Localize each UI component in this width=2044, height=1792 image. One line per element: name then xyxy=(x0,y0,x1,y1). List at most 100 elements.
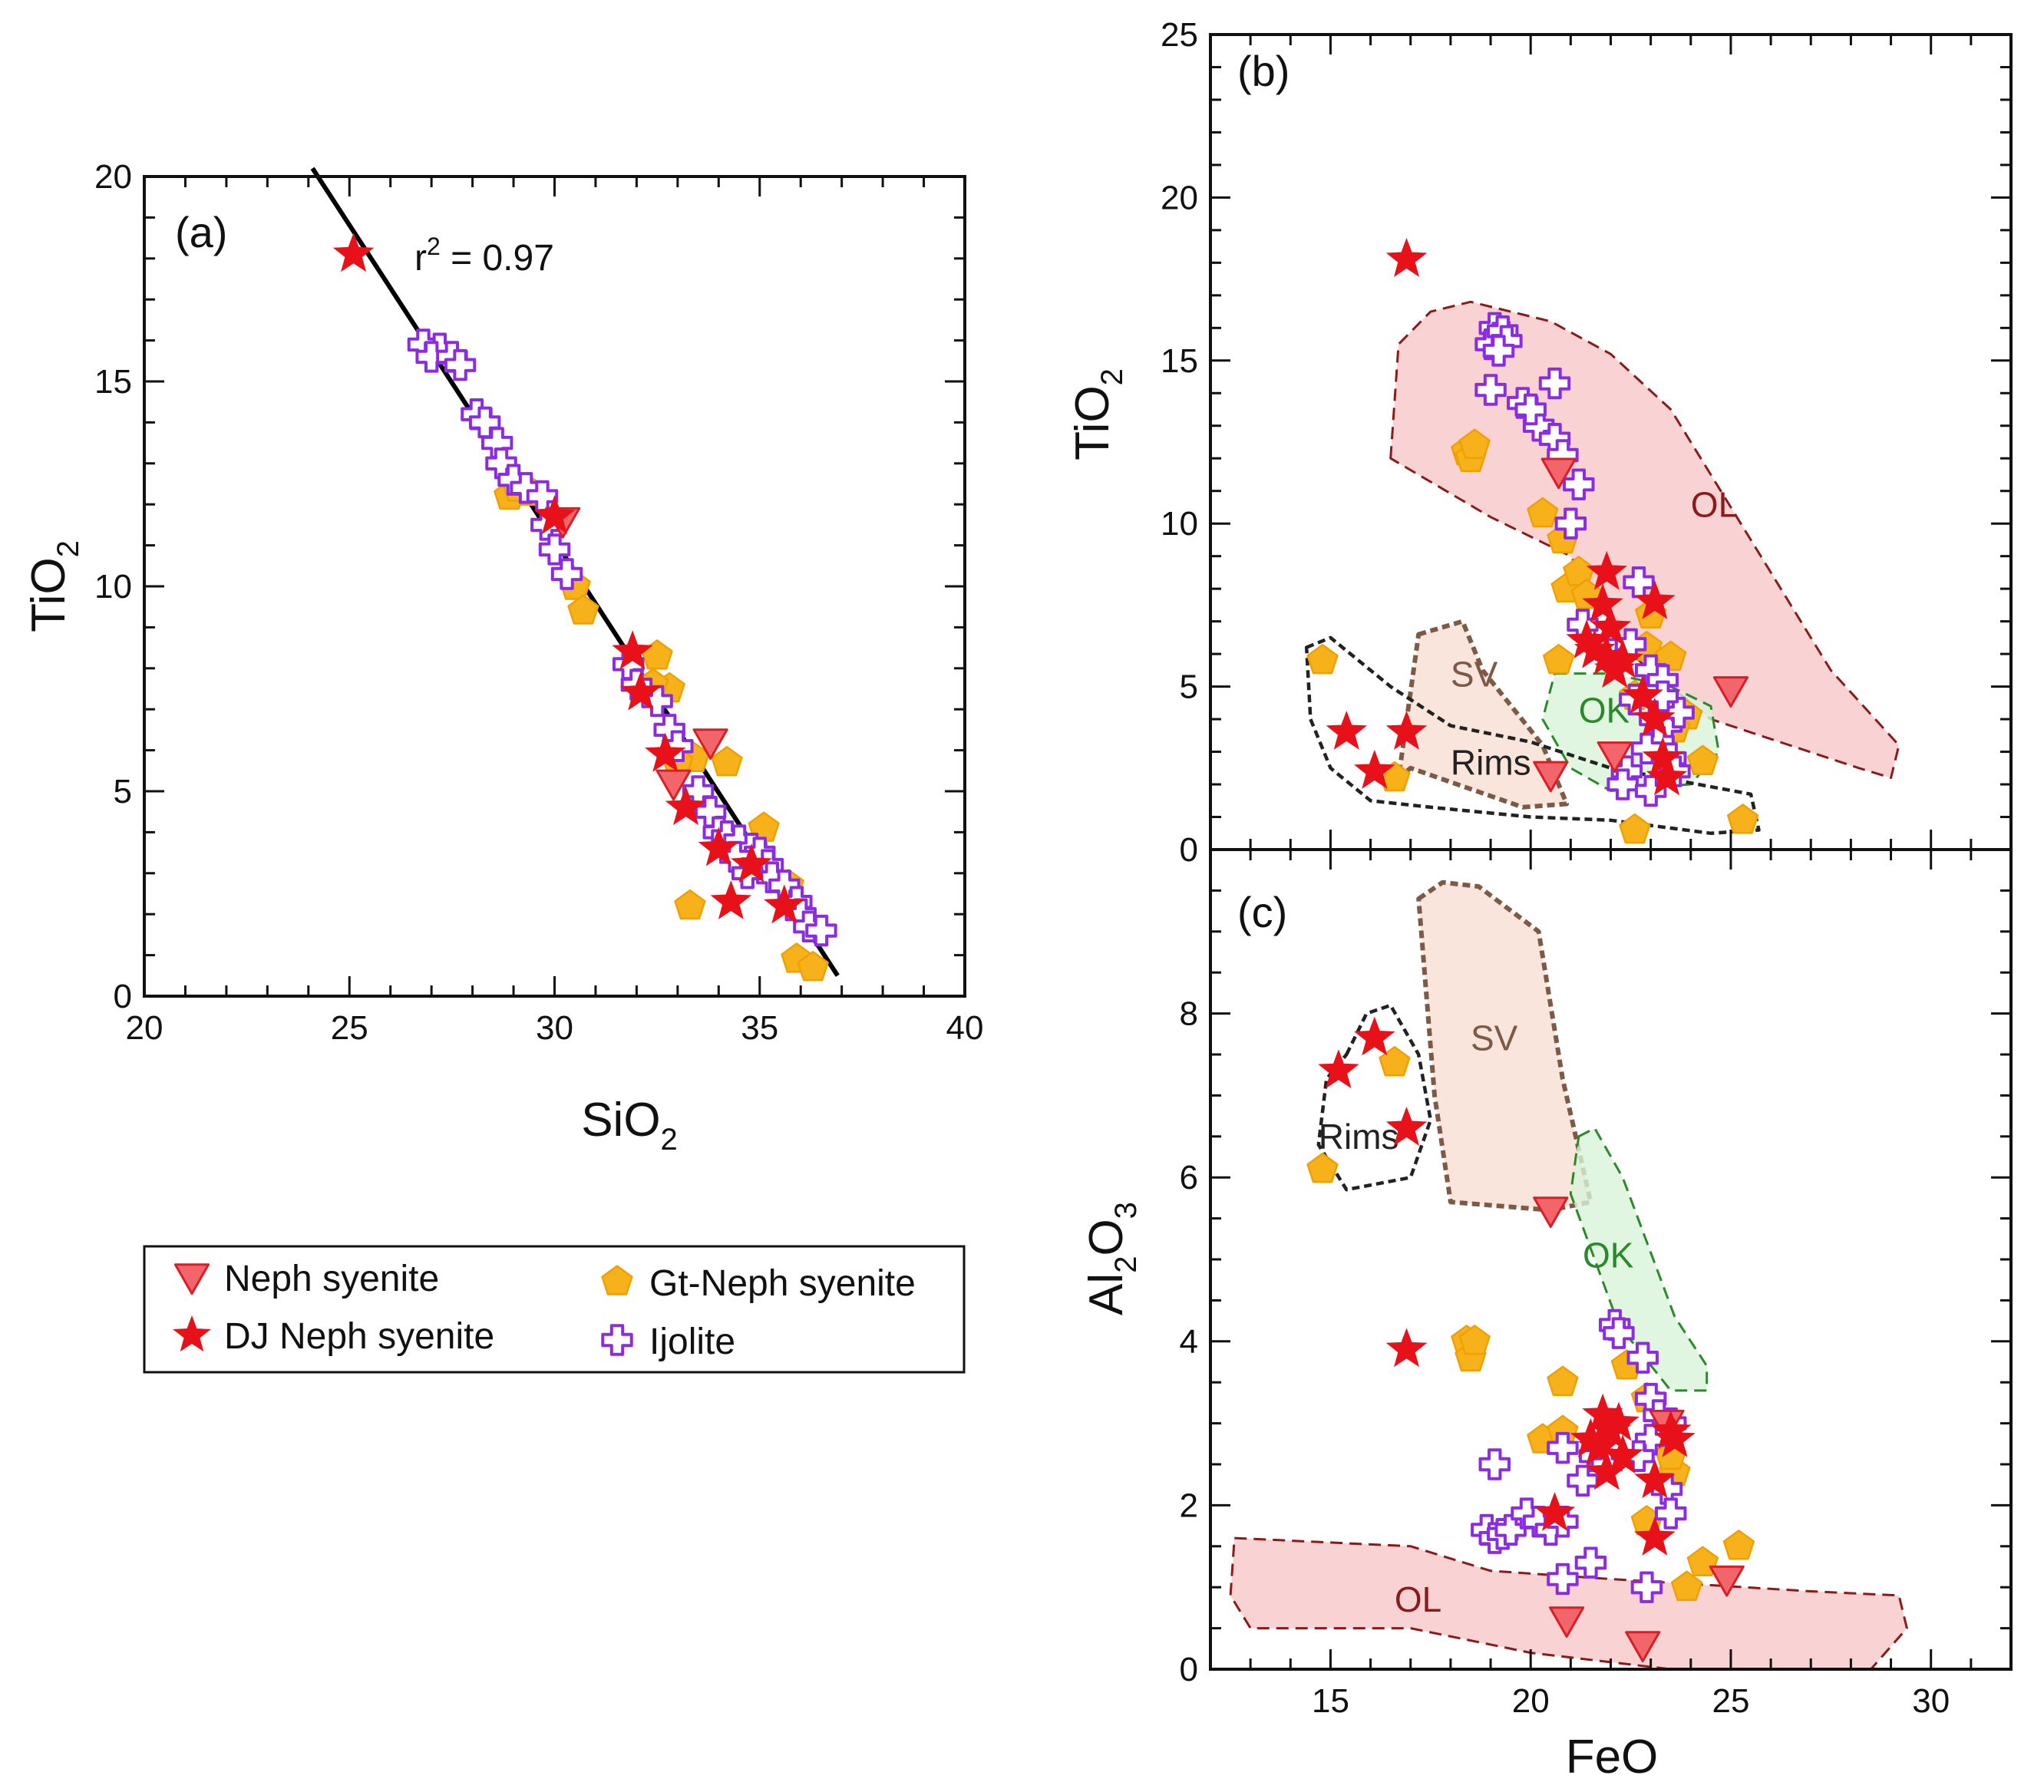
y-tick-label: 0 xyxy=(114,978,132,1015)
r-squared-annotation: r2 = 0.97 xyxy=(414,233,554,279)
point-gt-neph-syenite xyxy=(1686,744,1719,776)
point-dj-neph-syenite xyxy=(1566,619,1607,658)
y-tick-label: 15 xyxy=(94,363,132,401)
panel-c-ylabel-sub: 2 xyxy=(1109,1256,1143,1273)
y-tick-label: 20 xyxy=(1161,179,1198,216)
panel-c-frame xyxy=(1209,848,2013,1671)
panel-a-xlabel-sub: 2 xyxy=(661,1123,678,1157)
panel-a-ticks: 20 25 30 35 40 0 5 10 15 20 xyxy=(94,158,983,1047)
point-ijolite xyxy=(1482,335,1515,367)
x-tick-label: 15 xyxy=(1312,1682,1349,1720)
legend-item-neph-syenite: Neph syenite xyxy=(173,1259,439,1299)
point-dj-neph-syenite xyxy=(1622,675,1663,714)
point-dj-neph-syenite xyxy=(1602,1434,1643,1474)
region-label-rims: Rims xyxy=(1451,742,1531,782)
point-ijolite xyxy=(444,348,477,381)
y-tick-label: 0 xyxy=(1180,831,1198,869)
region-ol xyxy=(1389,300,1900,779)
point-dj-neph-syenite xyxy=(1634,580,1676,619)
r-squared-prefix: r xyxy=(414,238,427,279)
x-tick-label: 25 xyxy=(331,1009,368,1047)
point-dj-neph-syenite xyxy=(1385,237,1428,277)
point-dj-neph-syenite xyxy=(1570,1417,1612,1457)
region-sv xyxy=(1416,879,1593,1213)
region-ok xyxy=(1569,1127,1709,1392)
y-tick-label: 6 xyxy=(1180,1159,1198,1196)
point-neph-syenite xyxy=(1712,676,1749,708)
panel-a-ylabel-main: TiO xyxy=(22,557,75,632)
point-ijolite xyxy=(1630,1571,1663,1603)
point-ijolite xyxy=(550,558,583,590)
legend-label-dj-neph-syenite: DJ Neph syenite xyxy=(224,1316,494,1357)
legend-item-ijolite: Ijolite xyxy=(601,1322,735,1362)
point-dj-neph-syenite xyxy=(764,884,805,924)
y-tick-label: 5 xyxy=(114,773,132,810)
point-gt-neph-syenite xyxy=(1306,1152,1339,1183)
point-dj-neph-syenite xyxy=(612,630,653,670)
legend-item-dj-neph-syenite: DJ Neph syenite xyxy=(173,1315,494,1357)
y-tick-label: 10 xyxy=(1161,505,1198,543)
point-dj-neph-syenite xyxy=(1602,639,1643,678)
legend-label-ijolite: Ijolite xyxy=(649,1322,735,1362)
point-ijolite xyxy=(1606,768,1639,800)
point-ijolite xyxy=(1478,1448,1511,1480)
r-squared-sup: 2 xyxy=(427,233,441,260)
point-dj-neph-syenite xyxy=(1354,749,1395,789)
point-ijolite xyxy=(1655,1497,1687,1530)
point-neph-syenite xyxy=(1709,1565,1745,1597)
region-label-ok: OK xyxy=(1583,1236,1634,1276)
panel-c-regions xyxy=(1229,879,1908,1671)
point-dj-neph-syenite xyxy=(1354,1016,1395,1056)
point-dj-neph-syenite xyxy=(1385,1328,1428,1368)
region-label-ol: OL xyxy=(1395,1579,1441,1619)
panel-b-ylabel-main: TiO xyxy=(1066,385,1119,460)
panel-c-xlabel: FeO xyxy=(1566,1731,1659,1784)
point-gt-neph-syenite xyxy=(641,639,673,670)
y-tick-label: 2 xyxy=(1180,1487,1198,1524)
point-dj-neph-syenite xyxy=(1586,550,1628,590)
panel-a-xlabel: SiO2 xyxy=(581,1094,678,1157)
point-dj-neph-syenite xyxy=(1385,1106,1428,1146)
legend-item-gt-neph-syenite: Gt-Neph syenite xyxy=(601,1263,916,1304)
region-label-ol: OL xyxy=(1691,485,1738,525)
panel-a-label: (a) xyxy=(175,208,227,256)
panel-c-ylabel-main: Al xyxy=(1080,1273,1133,1315)
point-gt-neph-syenite xyxy=(1306,643,1339,675)
point-neph-syenite xyxy=(1597,741,1633,773)
panel-c-extra: SV OK Rims OL xyxy=(1319,1018,1634,1620)
point-ijolite xyxy=(1554,507,1587,540)
point-gt-neph-syenite xyxy=(797,950,829,982)
point-ijolite xyxy=(1574,1546,1607,1579)
point-gt-neph-syenite xyxy=(1726,804,1759,834)
panel-a-ylabel: TiO2 xyxy=(22,540,85,632)
point-dj-neph-syenite xyxy=(1590,606,1632,645)
panel-a-ylabel-sub: 2 xyxy=(51,540,85,557)
point-dj-neph-syenite xyxy=(1318,1049,1359,1089)
x-tick-label: 20 xyxy=(1512,1682,1550,1720)
point-neph-syenite xyxy=(1533,761,1569,793)
legend-marker-star xyxy=(173,1315,211,1352)
point-gt-neph-syenite xyxy=(1655,640,1687,672)
panel-c-ylabel-main2: O xyxy=(1080,1219,1133,1256)
point-dj-neph-syenite xyxy=(1582,583,1623,623)
x-tick-label: 35 xyxy=(741,1009,778,1047)
point-neph-syenite xyxy=(1533,1196,1569,1229)
point-dj-neph-syenite xyxy=(1646,756,1688,796)
legend-symbol-neph-syenite xyxy=(173,1263,210,1295)
point-ijolite xyxy=(1538,367,1571,400)
point-gt-neph-syenite xyxy=(711,745,743,777)
y-tick-label: 4 xyxy=(1180,1323,1198,1361)
panel-a-frame xyxy=(143,175,966,998)
y-tick-label: 20 xyxy=(94,158,132,196)
point-gt-neph-syenite xyxy=(674,889,706,920)
legend-symbol-gt-neph-syenite xyxy=(601,1265,633,1295)
point-gt-neph-syenite xyxy=(1547,1365,1579,1396)
y-tick-label: 25 xyxy=(1161,16,1198,54)
point-dj-neph-syenite xyxy=(1634,1459,1676,1499)
point-dj-neph-syenite xyxy=(698,827,740,866)
point-dj-neph-syenite xyxy=(1654,1417,1696,1457)
x-tick-label: 40 xyxy=(946,1009,984,1047)
point-dj-neph-syenite xyxy=(710,880,752,919)
x-tick-label: 20 xyxy=(126,1009,163,1047)
